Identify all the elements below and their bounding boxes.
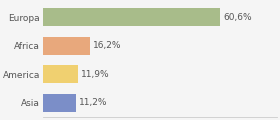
Text: 16,2%: 16,2% xyxy=(93,41,122,50)
Text: 11,9%: 11,9% xyxy=(81,70,109,79)
Bar xyxy=(43,8,220,26)
Bar xyxy=(43,94,76,112)
Text: 11,2%: 11,2% xyxy=(79,98,107,107)
Bar xyxy=(43,65,78,83)
Text: 60,6%: 60,6% xyxy=(223,13,252,22)
Bar xyxy=(43,37,90,55)
